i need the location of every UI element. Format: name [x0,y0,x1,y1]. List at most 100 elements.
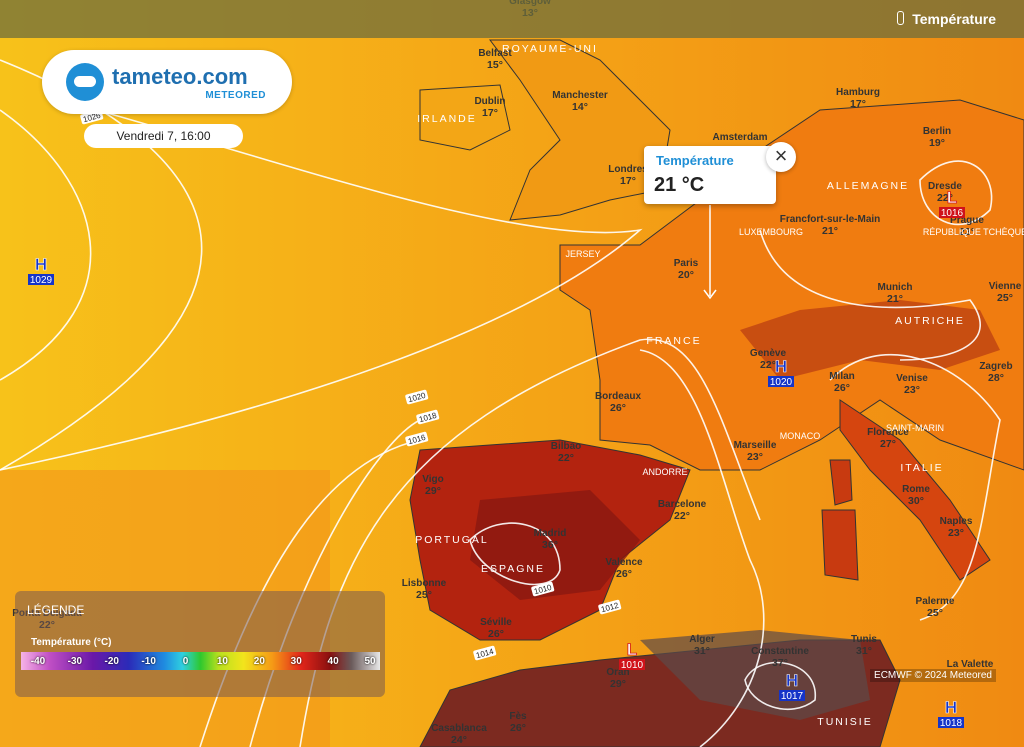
country-label: IRLANDE [417,113,477,125]
country-label: LUXEMBOURG [739,227,803,237]
city-temp: 27° [880,438,896,450]
city-name: Constantine [751,646,809,657]
city-name: Madrid [534,528,567,539]
legend-tick: 30 [290,656,302,667]
city-temp: 31° [856,645,872,657]
city-temp: 23° [904,384,920,396]
country-label: AUTRICHE [895,315,965,327]
city-name: La Valette [947,659,994,670]
city-temp: 25° [997,292,1013,304]
city-name: Marseille [734,440,777,451]
city-name: Bordeaux [595,391,642,402]
pressure-box [938,717,964,728]
city-name: Munich [878,282,913,293]
city-name: Belfast [478,48,512,59]
pressure-box [768,376,794,387]
sub-brand: METEORED [205,90,266,101]
pressure-value: 1017 [781,691,804,702]
city-temp: 22° [674,510,690,522]
city-name: Naples [940,516,973,527]
city-temp: 17° [482,107,498,119]
country-label: RÉPUBLIQUE TCHÈQUE [923,227,1024,237]
isobar [0,99,643,471]
isobar [919,160,993,226]
layer-selector[interactable]: Température [897,11,996,27]
city-name: Fès [509,711,527,722]
country-label: MONACO [780,431,821,441]
city-temp: 22° [760,359,776,371]
city-name: Zagreb [979,361,1012,372]
pressure-type: H [35,255,47,274]
city-temp: 28° [988,372,1004,384]
thermometer-icon [897,11,905,25]
city-name: Vigo [422,474,443,485]
logo-icon [66,63,104,101]
isobar-label-bg [405,431,429,447]
city-name: Hamburg [836,87,880,98]
isobar [0,109,92,381]
isobar-label-bg [531,581,555,597]
country-label: ESPAGNE [481,563,545,575]
city-temp: 21° [887,293,903,305]
city-temp: 31° [694,645,710,657]
isobars [0,59,1001,747]
country-label: ITALIE [900,462,943,474]
city-name: Palerme [916,596,955,607]
city-temp: 19° [929,137,945,149]
pressure-box [28,274,54,285]
legend-title: LÉGENDE [27,603,85,617]
city-name: Milan [829,371,855,382]
layer-name[interactable]: Température [912,11,996,27]
alps [740,300,1000,380]
city-temp: 29° [425,485,441,497]
city-temp: 15° [487,59,503,71]
city-name: Genève [750,348,787,359]
city-temp: 25° [927,607,943,619]
city-name: Vienne [989,281,1022,292]
country-label: JERSEY [565,249,600,259]
legend-tick: 40 [327,656,339,667]
pressure-value: 1020 [770,377,793,388]
italy [839,399,991,581]
city-temp: 22° [937,192,953,204]
city-temp: 17° [850,98,866,110]
popup-value: 21 °C [654,174,705,196]
city-name: Amsterdam [712,132,767,143]
city-temp: 26° [834,382,850,394]
city-name: Dresde [928,181,962,192]
top-bar: Température [0,0,1024,38]
brand[interactable]: tameteo.com [112,64,248,89]
legend-tick: -20 [104,656,119,667]
legend-tick: -30 [67,656,83,667]
country-label: ANDORRE [642,467,687,477]
close-button[interactable]: × [766,142,796,172]
isobar [744,661,816,710]
pressure-type: H [786,671,798,690]
date-selector[interactable]: Vendredi 7, 16:00 [84,124,243,148]
city-name: Lisbonne [402,578,447,589]
ireland [419,84,511,151]
city-temp: 30° [908,495,924,507]
city-name: Londres [608,164,648,175]
city-name: Tunis [851,634,877,645]
legend: LÉGENDE Température (°C) -40 -30 -20 -10 0 10… [15,591,385,697]
pressure-value: 1018 [940,718,963,729]
city-temp: 25° [416,589,432,601]
pressure-value: 1016 [941,208,964,219]
logo[interactable]: tameteo.com METEORED [42,50,292,114]
country-label: ALLEMAGNE [827,180,909,192]
city-name: Berlin [923,126,951,137]
color-scale [21,652,380,670]
city-name: Bilbao [551,441,582,452]
popup-arrow [703,289,717,300]
pressure-value: 1010 [621,660,644,671]
legend-tick: 50 [364,656,376,667]
uk [489,39,671,221]
city-temp: 23° [948,527,964,539]
country-label: FRANCE [646,335,701,347]
islands [821,459,859,581]
city-name: Francfort-sur-le-Main [780,214,881,225]
city-temp: 24° [451,734,467,746]
city-name: Oran [606,667,629,678]
